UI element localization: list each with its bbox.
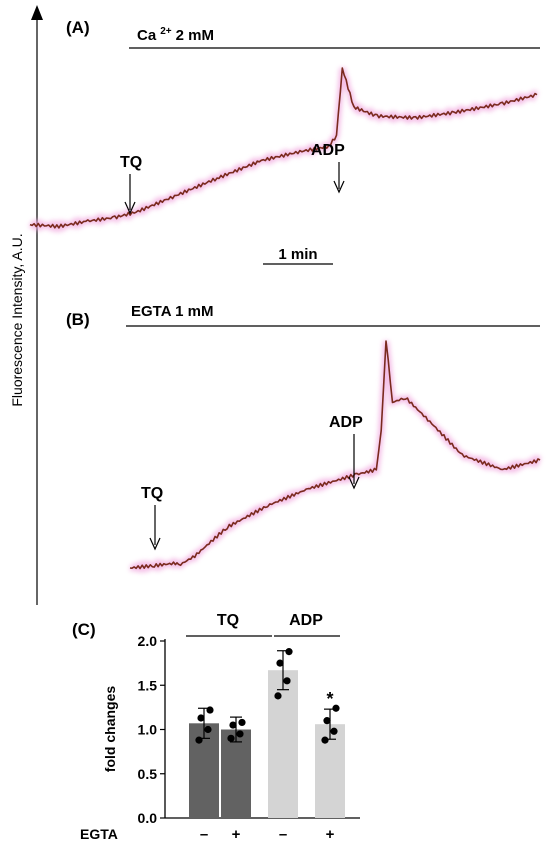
- panel-c-bar: [268, 670, 298, 818]
- panel-c-data-point: [238, 718, 246, 727]
- panel-c-data-point: [285, 648, 293, 656]
- panel-b-tq-arrowhead: [149, 537, 161, 551]
- panel-c-group-adp: ADP: [289, 612, 323, 629]
- panel-b-trace-glow: [129, 340, 542, 574]
- panel-c-y-tick-label: 1.0: [138, 722, 158, 738]
- panel-a-adp-arrowhead: [333, 180, 345, 194]
- panel-c-data-point: [236, 730, 244, 738]
- panel-c-data-point: [204, 725, 212, 734]
- panel-c-y-axis-label: fold changes: [102, 686, 118, 773]
- panel-a-trace-group: [28, 67, 539, 234]
- panel-c-label: (C): [72, 620, 96, 639]
- panel-c-data-point: [197, 714, 205, 722]
- trace-y-axis-arrowhead: [31, 5, 43, 20]
- panel-c-data-point: [332, 704, 340, 712]
- panel-c-x-tick-label: –: [279, 826, 287, 843]
- panel-a-adp-label: ADP: [311, 142, 345, 159]
- panel-b-tq-label: TQ: [141, 485, 163, 502]
- panel-a-condition-unit: 2 mM: [176, 27, 214, 44]
- panel-a-tq-label: TQ: [120, 154, 142, 171]
- panel-b-condition: EGTA 1 mM: [131, 303, 214, 320]
- panel-c-bar-chart: 0.0 0.5 1.0 1.5 2.0 – + – + *: [138, 633, 360, 843]
- panel-a-condition-sup: 2+: [160, 26, 172, 37]
- panel-c-x-tick-label: –: [200, 826, 208, 843]
- panel-c-data-point: [227, 734, 235, 742]
- panel-c-bar: [221, 729, 251, 818]
- panel-b-adp-arrowhead: [348, 476, 360, 490]
- panel-c-y-tick-label: 0.5: [138, 766, 158, 782]
- panel-a-tq-arrowhead: [124, 201, 136, 215]
- panel-c-bar: [189, 723, 219, 818]
- panel-c-data-point: [229, 721, 237, 729]
- panel-c-y-tick-label: 1.5: [138, 677, 158, 693]
- panel-a-scale-label: 1 min: [278, 246, 317, 263]
- panel-c-egta-label: EGTA: [80, 826, 118, 842]
- panel-c-x-tick-label: +: [326, 826, 335, 843]
- panel-c-data-point: [323, 717, 331, 725]
- panel-a-trace-line: [29, 67, 538, 229]
- panel-b-label: (B): [66, 310, 90, 329]
- panel-a-trace-glow: [28, 67, 539, 234]
- trace-y-axis-label: Fluorescence Intensity, A.U.: [9, 233, 25, 406]
- panel-a-condition: Ca 2+ 2 mM: [137, 26, 214, 44]
- panel-c-group-tq: TQ: [217, 612, 239, 629]
- panel-c-y-tick-label: 2.0: [138, 633, 158, 649]
- panel-b-trace-line: [129, 340, 541, 570]
- panel-c-data-point: [283, 677, 291, 685]
- panel-c-data-point: [321, 736, 329, 744]
- panel-b-trace-group: [129, 340, 542, 574]
- panel-a-condition-ion: Ca: [137, 27, 157, 44]
- panel-c-x-tick-label: +: [232, 826, 241, 843]
- panel-c-significance-mark: *: [326, 689, 333, 709]
- panel-c-y-tick-label: 0.0: [138, 810, 158, 826]
- panel-c-data-point: [274, 692, 282, 700]
- panel-a-label: (A): [66, 18, 90, 37]
- panel-c-data-point: [195, 736, 203, 744]
- panel-c-data-point: [206, 706, 214, 714]
- panel-c-data-point: [330, 727, 338, 735]
- panel-b-adp-label: ADP: [329, 414, 363, 431]
- panel-c-data-point: [276, 659, 284, 667]
